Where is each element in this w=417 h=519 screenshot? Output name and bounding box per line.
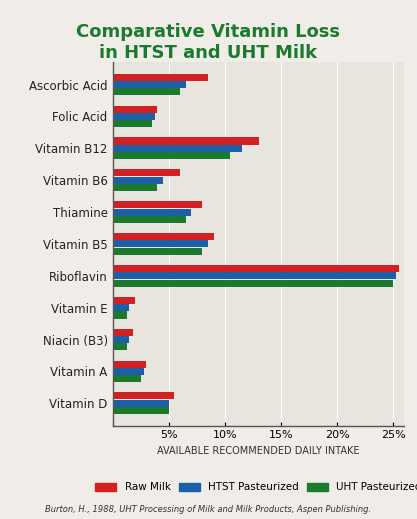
Bar [113, 145, 242, 152]
Bar [113, 240, 208, 248]
Bar [113, 201, 202, 208]
Bar [113, 120, 152, 127]
Bar [113, 344, 127, 350]
Bar [113, 392, 174, 400]
Bar [113, 106, 158, 113]
Bar [113, 375, 141, 382]
Bar [113, 336, 129, 343]
Bar [113, 209, 191, 215]
Bar [113, 265, 399, 272]
Bar [113, 81, 186, 88]
Bar [113, 304, 129, 311]
X-axis label: AVAILABLE RECOMMENDED DAILY INTAKE: AVAILABLE RECOMMENDED DAILY INTAKE [157, 446, 360, 456]
Text: Comparative Vitamin Loss
in HTST and UHT Milk: Comparative Vitamin Loss in HTST and UHT… [76, 23, 341, 62]
Bar [113, 184, 158, 191]
Bar [113, 152, 231, 159]
Bar [113, 216, 186, 223]
Bar [113, 176, 163, 184]
Bar [113, 329, 133, 336]
Bar [113, 113, 155, 120]
Bar [113, 400, 169, 407]
Bar [113, 297, 135, 304]
Bar [113, 407, 169, 414]
Bar [113, 169, 180, 176]
Bar [113, 368, 144, 375]
Bar [113, 138, 259, 144]
Bar [113, 272, 395, 279]
Bar [113, 280, 393, 286]
Bar [113, 311, 127, 319]
Bar [113, 248, 202, 255]
Bar [113, 233, 214, 240]
Legend: Raw Milk, HTST Pasteurized, UHT Pasteurized: Raw Milk, HTST Pasteurized, UHT Pasteuri… [91, 478, 417, 496]
Bar [113, 74, 208, 81]
Bar [113, 88, 180, 95]
Bar [113, 361, 146, 367]
Text: Burton, H., 1988, UHT Processing of Milk and Milk Products, Aspen Publishing.: Burton, H., 1988, UHT Processing of Milk… [45, 505, 372, 514]
